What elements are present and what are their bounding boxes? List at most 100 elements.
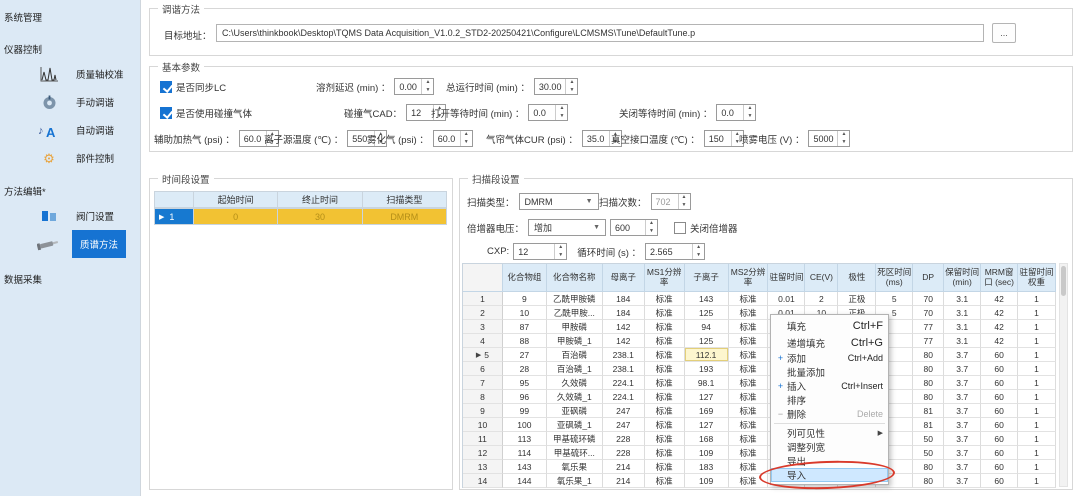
mrm-cell[interactable]: 100 <box>502 418 547 432</box>
spin-down-icon[interactable]: ▼ <box>696 251 702 258</box>
mrm-cell[interactable]: 27 <box>502 348 547 362</box>
mrm-cell[interactable]: 标准 <box>644 306 685 320</box>
sync-lc-checkbox[interactable] <box>160 81 172 93</box>
mrm-cell[interactable]: 标准 <box>644 474 685 488</box>
mrm-cell[interactable]: 标准 <box>728 460 769 474</box>
mrm-cell[interactable]: 214 <box>602 474 645 488</box>
mrm-cell[interactable]: 80 <box>913 474 945 488</box>
mrm-row[interactable]: 1 9 乙酰甲胺磷 184 标准 143 标准 0.01 2 正极 5 70 3.1 42 1 <box>463 292 1056 306</box>
mrm-cell[interactable]: 143 <box>684 292 729 306</box>
menu-item-import[interactable]: 导入 <box>758 458 896 492</box>
spin-up-icon[interactable]: ▲ <box>696 244 702 251</box>
mrm-cell[interactable]: 3.7 <box>944 418 982 432</box>
mrm-cell[interactable]: 184 <box>602 292 645 306</box>
mrm-cell[interactable]: 标准 <box>728 404 769 418</box>
mrm-cell[interactable]: 乙酰甲胺磷 <box>546 292 603 306</box>
mrm-cell[interactable]: 1 <box>1018 446 1056 460</box>
mrm-row-header[interactable]: 4 <box>463 334 503 348</box>
mrm-cell[interactable]: 247 <box>602 418 645 432</box>
spin-up-icon[interactable]: ▲ <box>558 244 564 251</box>
mrm-cell[interactable]: 10 <box>502 306 547 320</box>
mrm-cell[interactable]: 甲基硫环... <box>546 446 603 460</box>
mrm-cell[interactable]: 42 <box>981 334 1019 348</box>
browse-button[interactable]: ... <box>992 23 1016 43</box>
mrm-cell[interactable]: 标准 <box>644 320 685 334</box>
mrm-cell[interactable]: 标准 <box>728 334 769 348</box>
nebulizer-gas-spinner[interactable]: 60.0 ▲ ▼ <box>432 130 473 147</box>
mrm-cell[interactable]: 144 <box>502 474 547 488</box>
mrm-cell[interactable]: 98.1 <box>684 376 729 390</box>
mrm-row-header[interactable]: 10 <box>463 418 503 432</box>
mrm-cell[interactable]: 标准 <box>728 432 769 446</box>
mrm-row[interactable]: 2 10 乙酰甲胺... 184 标准 125 标准 0.01 10 正极 5 70 3.1 42 1 <box>463 306 1056 320</box>
spin-down-icon[interactable]: ▼ <box>378 138 384 145</box>
mrm-cell[interactable]: 标准 <box>644 418 685 432</box>
mrm-cell[interactable]: 114 <box>502 446 547 460</box>
menu-item-add[interactable]: + 添加 Ctrl+Add <box>771 351 888 365</box>
mrm-cell[interactable]: 标准 <box>728 390 769 404</box>
mrm-column-header[interactable]: 驻留时间权重 <box>1018 264 1056 292</box>
mrm-cell[interactable]: 3.7 <box>944 446 982 460</box>
mrm-column-header[interactable]: MRM窗口 (sec) <box>981 264 1019 292</box>
time-table-column-header[interactable]: 扫描类型 <box>362 191 447 208</box>
mrm-cell[interactable]: 标准 <box>644 390 685 404</box>
mrm-cell[interactable]: 3.7 <box>944 376 982 390</box>
mrm-row-header[interactable]: 12 <box>463 446 503 460</box>
spin-down-icon[interactable]: ▼ <box>747 112 753 119</box>
mrm-cell[interactable]: 143 <box>502 460 547 474</box>
mrm-cell[interactable]: 标准 <box>644 334 685 348</box>
mrm-column-header[interactable]: CE(V) <box>805 264 839 292</box>
mrm-cell[interactable]: 久效磷_1 <box>546 390 603 404</box>
mrm-cell[interactable]: 3.7 <box>944 432 982 446</box>
solvent-delay-spinner[interactable]: 0.00 ▲ ▼ <box>394 78 435 95</box>
multiplier-voltage-spinner[interactable]: 600 ▲ ▼ <box>610 219 659 236</box>
multiplier-mode-dropdown[interactable]: 增加 ▼ <box>528 219 607 236</box>
time-table-cell[interactable]: 0 <box>194 208 279 225</box>
mrm-cell[interactable]: 甲胺磷 <box>546 320 603 334</box>
mrm-cell[interactable]: 77 <box>913 320 945 334</box>
target-path-input[interactable]: C:\Users\thinkbook\Desktop\TQMS Data Acq… <box>216 24 984 42</box>
mrm-cell[interactable]: 3.1 <box>944 320 982 334</box>
time-table-cell[interactable]: 30 <box>278 208 363 225</box>
mrm-cell[interactable]: 70 <box>913 292 945 306</box>
mrm-cell[interactable]: 60 <box>981 474 1019 488</box>
mrm-cell[interactable]: 甲基硫环磷 <box>546 432 603 446</box>
source-temp-spinner[interactable]: 550 ▲ ▼ <box>347 130 388 147</box>
spin-down-icon[interactable]: ▼ <box>463 138 469 145</box>
mrm-column-header[interactable]: DP <box>913 264 945 292</box>
spin-up-icon[interactable]: ▲ <box>841 131 847 138</box>
mrm-column-header[interactable]: 保留时间 (min) <box>944 264 982 292</box>
mrm-cell[interactable]: 3.7 <box>944 362 982 376</box>
scrollbar-thumb[interactable] <box>1061 266 1066 296</box>
mrm-cell[interactable]: 60 <box>981 404 1019 418</box>
mrm-cell[interactable]: 3.1 <box>944 334 982 348</box>
cycle-time-spinner[interactable]: 2.565 ▲ ▼ <box>645 243 706 260</box>
time-table-column-header[interactable]: 终止时间 <box>278 191 363 208</box>
mrm-cell[interactable]: 224.1 <box>602 390 645 404</box>
mrm-cell[interactable]: 168 <box>684 432 729 446</box>
mrm-column-header[interactable]: 极性 <box>838 264 877 292</box>
mrm-column-header[interactable]: 化合物名称 <box>546 264 603 292</box>
menu-item-adjust-column-width[interactable]: 调整列宽 <box>771 440 888 454</box>
mrm-cell[interactable]: 标准 <box>644 460 685 474</box>
mrm-cell[interactable]: 99 <box>502 404 547 418</box>
mrm-cell[interactable]: 228 <box>602 432 645 446</box>
mrm-cell[interactable]: 125 <box>684 334 729 348</box>
mrm-cell[interactable]: 3.7 <box>944 348 982 362</box>
menu-item-batch-add[interactable]: 批量添加 <box>771 365 888 379</box>
mrm-cell[interactable]: 1 <box>1018 306 1056 320</box>
mrm-cell[interactable]: 3.7 <box>944 390 982 404</box>
mrm-cell[interactable]: 标准 <box>728 306 769 320</box>
spin-up-icon[interactable]: ▲ <box>649 220 654 227</box>
mrm-cell[interactable]: 3.1 <box>944 292 982 306</box>
menu-item-export[interactable]: 导出 <box>771 454 888 468</box>
mrm-cell[interactable]: 亚砜磷 <box>546 404 603 418</box>
mrm-cell[interactable]: 1 <box>1018 460 1056 474</box>
mrm-cell[interactable]: 久效磷 <box>546 376 603 390</box>
